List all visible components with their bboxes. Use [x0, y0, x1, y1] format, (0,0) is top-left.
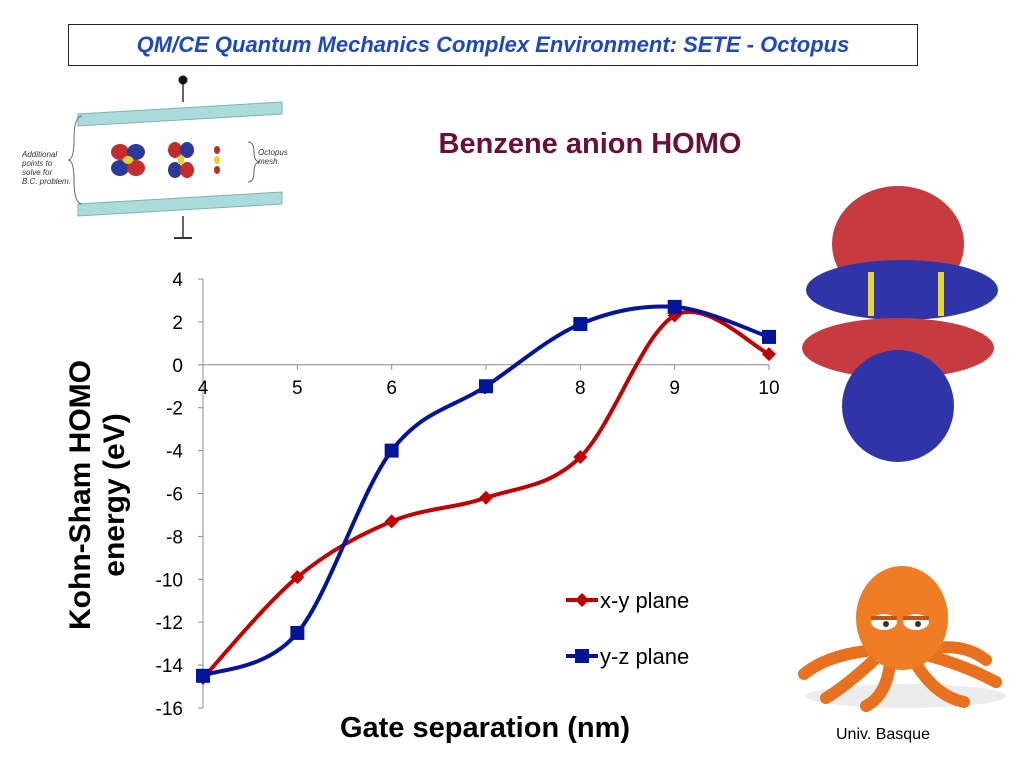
data-point — [762, 329, 776, 344]
y-axis-label: Kohn-Sham HOMO energy (eV) — [64, 315, 132, 675]
right-note: Octopus mesh. — [258, 148, 288, 166]
legend-marker — [575, 649, 589, 663]
data-point — [573, 450, 588, 465]
x-tick-label: 4 — [198, 378, 209, 399]
bond-stick — [868, 272, 874, 316]
small-orbital-1 — [111, 144, 145, 176]
y-tick-label: -12 — [156, 613, 183, 634]
legend-label: y-z plane — [600, 644, 689, 669]
data-point — [290, 570, 305, 585]
left-note-line: solve for — [22, 168, 53, 177]
y-tick-label: -4 — [166, 442, 183, 463]
benzene-orbital-illustration — [802, 186, 998, 462]
chart-axes: 420-2-4-6-8-10-12-14-1645678910 — [156, 270, 780, 720]
y-axis-label-text: Kohn-Sham HOMO energy (eV) — [64, 360, 131, 630]
header-title: QM/CE Quantum Mechanics Complex Environm… — [68, 24, 918, 66]
chart-legend: x-y plane y-z plane — [566, 588, 689, 669]
y-tick-label: -8 — [166, 527, 183, 548]
chart-title: Benzene anion HOMO — [438, 128, 742, 160]
left-note-line: points to — [21, 159, 53, 168]
right-brace — [247, 141, 261, 183]
data-point — [762, 347, 776, 362]
right-note-line: Octopus — [258, 148, 288, 157]
y-tick-label: 2 — [172, 313, 183, 334]
orbital-ring-top-blue — [806, 260, 998, 320]
x-tick-label: 5 — [292, 378, 303, 399]
x-tick-label: 8 — [575, 378, 586, 399]
y-tick-label: -6 — [166, 485, 183, 506]
data-point — [196, 668, 210, 683]
orbital-ring-bottom-red — [802, 318, 994, 378]
y-tick-label: 4 — [172, 270, 183, 291]
left-note-line: Additional — [21, 150, 57, 159]
y-tick-label: 0 — [172, 356, 183, 377]
bond-stick — [938, 272, 944, 316]
image-credit: Univ. Basque — [836, 726, 930, 743]
x-tick-label: 10 — [758, 378, 779, 399]
x-tick-label: 6 — [386, 378, 397, 399]
data-point — [384, 443, 399, 458]
y-tick-label: -10 — [156, 570, 183, 591]
left-note: Additional points to solve for B.C. prob… — [21, 150, 71, 186]
right-note-line: mesh. — [258, 157, 280, 166]
legend-label: x-y plane — [600, 588, 689, 613]
chart-series — [196, 299, 776, 685]
data-point — [384, 514, 399, 529]
data-point — [479, 379, 493, 394]
mascot-head — [856, 566, 948, 670]
y-tick-label: -2 — [166, 399, 183, 420]
small-orbital-3 — [214, 146, 220, 174]
orbital-lobe-bottom-blue — [842, 350, 954, 462]
mascot-tentacles — [798, 641, 1002, 712]
y-tick-label: -14 — [156, 656, 184, 677]
data-point — [573, 317, 588, 332]
octopus-mascot — [798, 566, 1006, 712]
small-orbital-2 — [168, 142, 194, 178]
data-point — [667, 299, 682, 314]
top-electrode-node — [178, 75, 188, 85]
series-yz — [196, 299, 776, 683]
x-tick-label: 9 — [669, 378, 680, 399]
left-note-line: B.C. problem. — [22, 177, 71, 186]
legend-marker — [575, 593, 589, 607]
boundary-condition-diagram: Additional points to solve for B.C. prob… — [21, 75, 288, 239]
top-plate — [77, 101, 283, 127]
data-point — [290, 625, 305, 640]
left-brace — [67, 115, 83, 205]
y-tick-label: -16 — [156, 699, 183, 720]
data-point — [479, 490, 493, 505]
bottom-plate — [77, 191, 283, 217]
x-axis-label: Gate separation (nm) — [339, 712, 631, 744]
